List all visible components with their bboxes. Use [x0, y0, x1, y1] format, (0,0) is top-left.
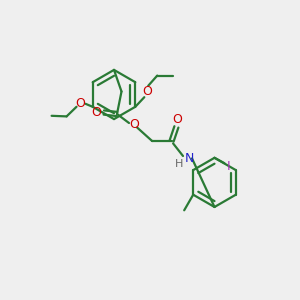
Text: O: O [172, 113, 182, 127]
Text: O: O [129, 118, 139, 131]
Text: O: O [142, 85, 152, 98]
Text: N: N [184, 152, 194, 165]
Text: H: H [175, 159, 183, 170]
Text: O: O [91, 106, 101, 119]
Text: I: I [226, 160, 230, 173]
Text: O: O [75, 97, 85, 110]
